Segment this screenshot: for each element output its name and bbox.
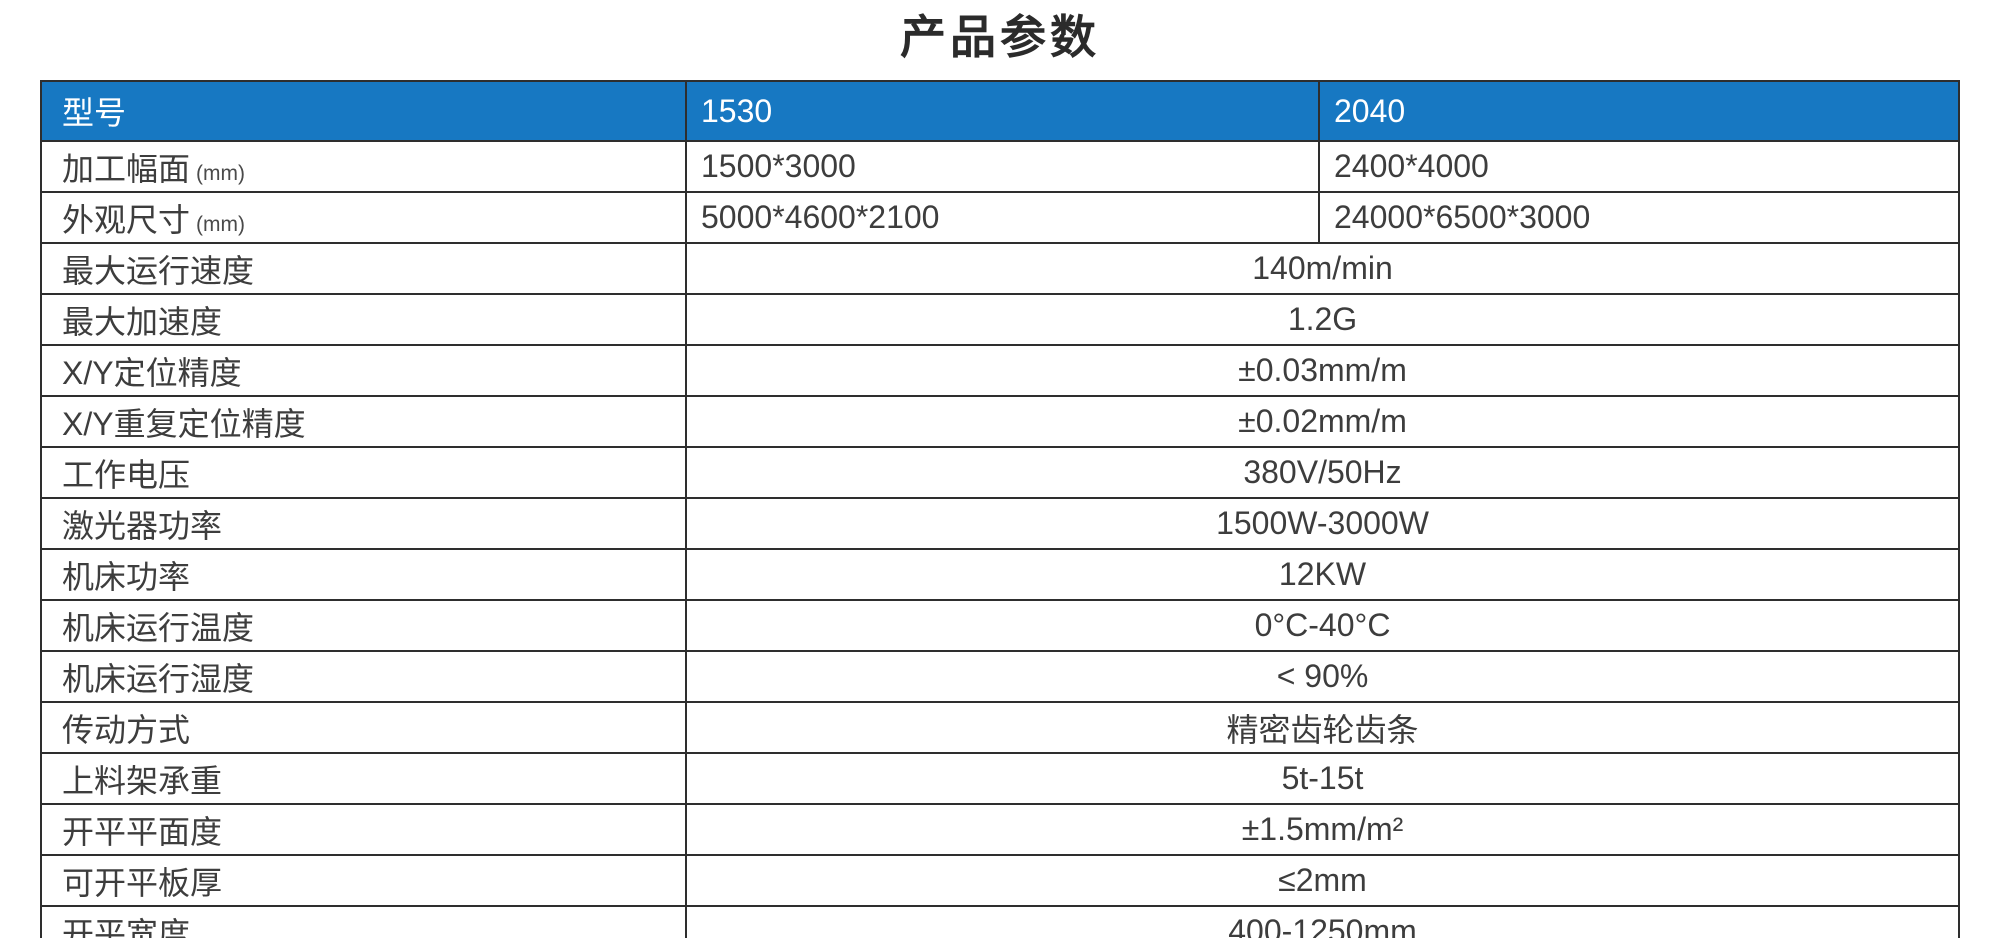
row-label: 开平平面度 xyxy=(40,803,687,856)
table-row-xy-positioning-accuracy: X/Y定位精度 ±0.03mm/m xyxy=(40,344,1960,397)
row-label: 机床运行温度 xyxy=(40,599,687,652)
row-value: 380V/50Hz xyxy=(685,446,1960,499)
row-label: 加工幅面 (mm) xyxy=(40,140,687,193)
row-label: 外观尺寸 (mm) xyxy=(40,191,687,244)
table-row-operating-temperature: 机床运行温度 0°C-40°C xyxy=(40,599,1960,652)
row-value: 140m/min xyxy=(685,242,1960,295)
row-label: 机床运行湿度 xyxy=(40,650,687,703)
page-title: 产品参数 xyxy=(900,11,1100,63)
table-row-max-speed: 最大运行速度 140m/min xyxy=(40,242,1960,295)
row-value: ±0.03mm/m xyxy=(685,344,1960,397)
value-2040: 24000*6500*3000 xyxy=(1318,191,1960,244)
table-row-dimensions: 外观尺寸 (mm) 5000*4600*2100 24000*6500*3000 xyxy=(40,191,1960,244)
value-1530: 5000*4600*2100 xyxy=(685,191,1320,244)
row-label: 机床功率 xyxy=(40,548,687,601)
table-row-work-area: 加工幅面 (mm) 1500*3000 2400*4000 xyxy=(40,140,1960,193)
row-value: ±0.02mm/m xyxy=(685,395,1960,448)
table-row-max-acceleration: 最大加速度 1.2G xyxy=(40,293,1960,346)
row-value: ±1.5mm/m² xyxy=(685,803,1960,856)
table-row-operating-humidity: 机床运行湿度 < 90% xyxy=(40,650,1960,703)
header-model-1530: 1530 xyxy=(685,80,1320,142)
row-value: 0°C-40°C xyxy=(685,599,1960,652)
table-row-leveling-width: 开平宽度 400-1250mm xyxy=(40,905,1960,938)
row-label: 最大运行速度 xyxy=(40,242,687,295)
row-label-unit: (mm) xyxy=(196,161,245,185)
row-value: ≤2mm xyxy=(685,854,1960,907)
row-label: 开平宽度 xyxy=(40,905,687,938)
value-2040: 2400*4000 xyxy=(1318,140,1960,193)
row-value: 5t-15t xyxy=(685,752,1960,805)
table-row-leveling-flatness: 开平平面度 ±1.5mm/m² xyxy=(40,803,1960,856)
row-value: 1500W-3000W xyxy=(685,497,1960,550)
table-header-row: 型号 1530 2040 xyxy=(40,80,1960,142)
row-label: 传动方式 xyxy=(40,701,687,754)
row-value: 精密齿轮齿条 xyxy=(685,701,1960,754)
spec-table: 型号 1530 2040 加工幅面 (mm) 1500*3000 2400*400… xyxy=(40,80,1960,938)
row-value: 12KW xyxy=(685,548,1960,601)
row-label: 工作电压 xyxy=(40,446,687,499)
row-label-text: 外观尺寸 xyxy=(62,201,191,238)
row-label: 激光器功率 xyxy=(40,497,687,550)
table-row-working-voltage: 工作电压 380V/50Hz xyxy=(40,446,1960,499)
row-label: 可开平板厚 xyxy=(40,854,687,907)
table-row-laser-power: 激光器功率 1500W-3000W xyxy=(40,497,1960,550)
row-label: X/Y重复定位精度 xyxy=(40,395,687,448)
table-row-leveling-thickness: 可开平板厚 ≤2mm xyxy=(40,854,1960,907)
value-1530: 1500*3000 xyxy=(685,140,1320,193)
row-label: X/Y定位精度 xyxy=(40,344,687,397)
header-model-label: 型号 xyxy=(40,80,687,142)
row-label: 上料架承重 xyxy=(40,752,687,805)
row-value: 400-1250mm xyxy=(685,905,1960,938)
row-label: 最大加速度 xyxy=(40,293,687,346)
table-row-transmission: 传动方式 精密齿轮齿条 xyxy=(40,701,1960,754)
table-row-xy-repeat-accuracy: X/Y重复定位精度 ±0.02mm/m xyxy=(40,395,1960,448)
row-value: 1.2G xyxy=(685,293,1960,346)
row-label-unit: (mm) xyxy=(196,212,245,236)
table-row-loading-rack-capacity: 上料架承重 5t-15t xyxy=(40,752,1960,805)
table-row-machine-power: 机床功率 12KW xyxy=(40,548,1960,601)
row-value: < 90% xyxy=(685,650,1960,703)
header-model-2040: 2040 xyxy=(1318,80,1960,142)
row-label-text: 加工幅面 xyxy=(62,150,191,187)
